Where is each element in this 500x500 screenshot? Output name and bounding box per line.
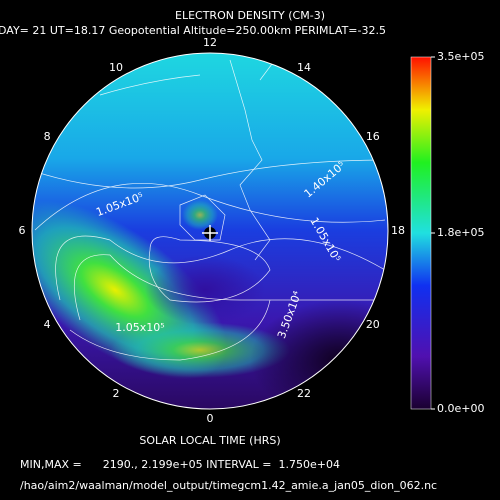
clock-label: 0: [207, 412, 214, 425]
x-axis-label: SOLAR LOCAL TIME (HRS): [139, 434, 280, 447]
contour-label: 1.05x10⁵: [115, 321, 164, 334]
clock-label: 16: [366, 130, 380, 143]
colorbar-tick-label: 1.8e+05: [437, 226, 484, 239]
boundary: [31, 52, 389, 410]
file-path: /hao/aim2/waalman/model_output/timegcm1.…: [20, 479, 437, 492]
colorbar-tick-label: 0.0e+00: [437, 402, 484, 415]
subtitle: DAY= 21 UT=18.17 Geopotential Altitude=2…: [0, 24, 386, 37]
colorbar: [410, 56, 432, 410]
clock-label: 8: [44, 130, 51, 143]
colorbar-tick-label: 3.5e+05: [437, 50, 484, 63]
title: ELECTRON DENSITY (CM-3): [175, 9, 325, 22]
clock-label: 20: [366, 318, 380, 331]
clock-label: 10: [109, 61, 123, 74]
clock-label: 22: [297, 387, 311, 400]
clock-label: 12: [203, 36, 217, 49]
clock-label: 2: [113, 387, 120, 400]
pole-cross: [202, 225, 218, 241]
clock-label: 6: [19, 224, 26, 237]
stats: MIN,MAX = 2190., 2.199e+05 INTERVAL = 1.…: [20, 458, 340, 471]
clock-label: 18: [391, 224, 405, 237]
clock-label: 14: [297, 61, 311, 74]
clock-label: 4: [44, 318, 51, 331]
